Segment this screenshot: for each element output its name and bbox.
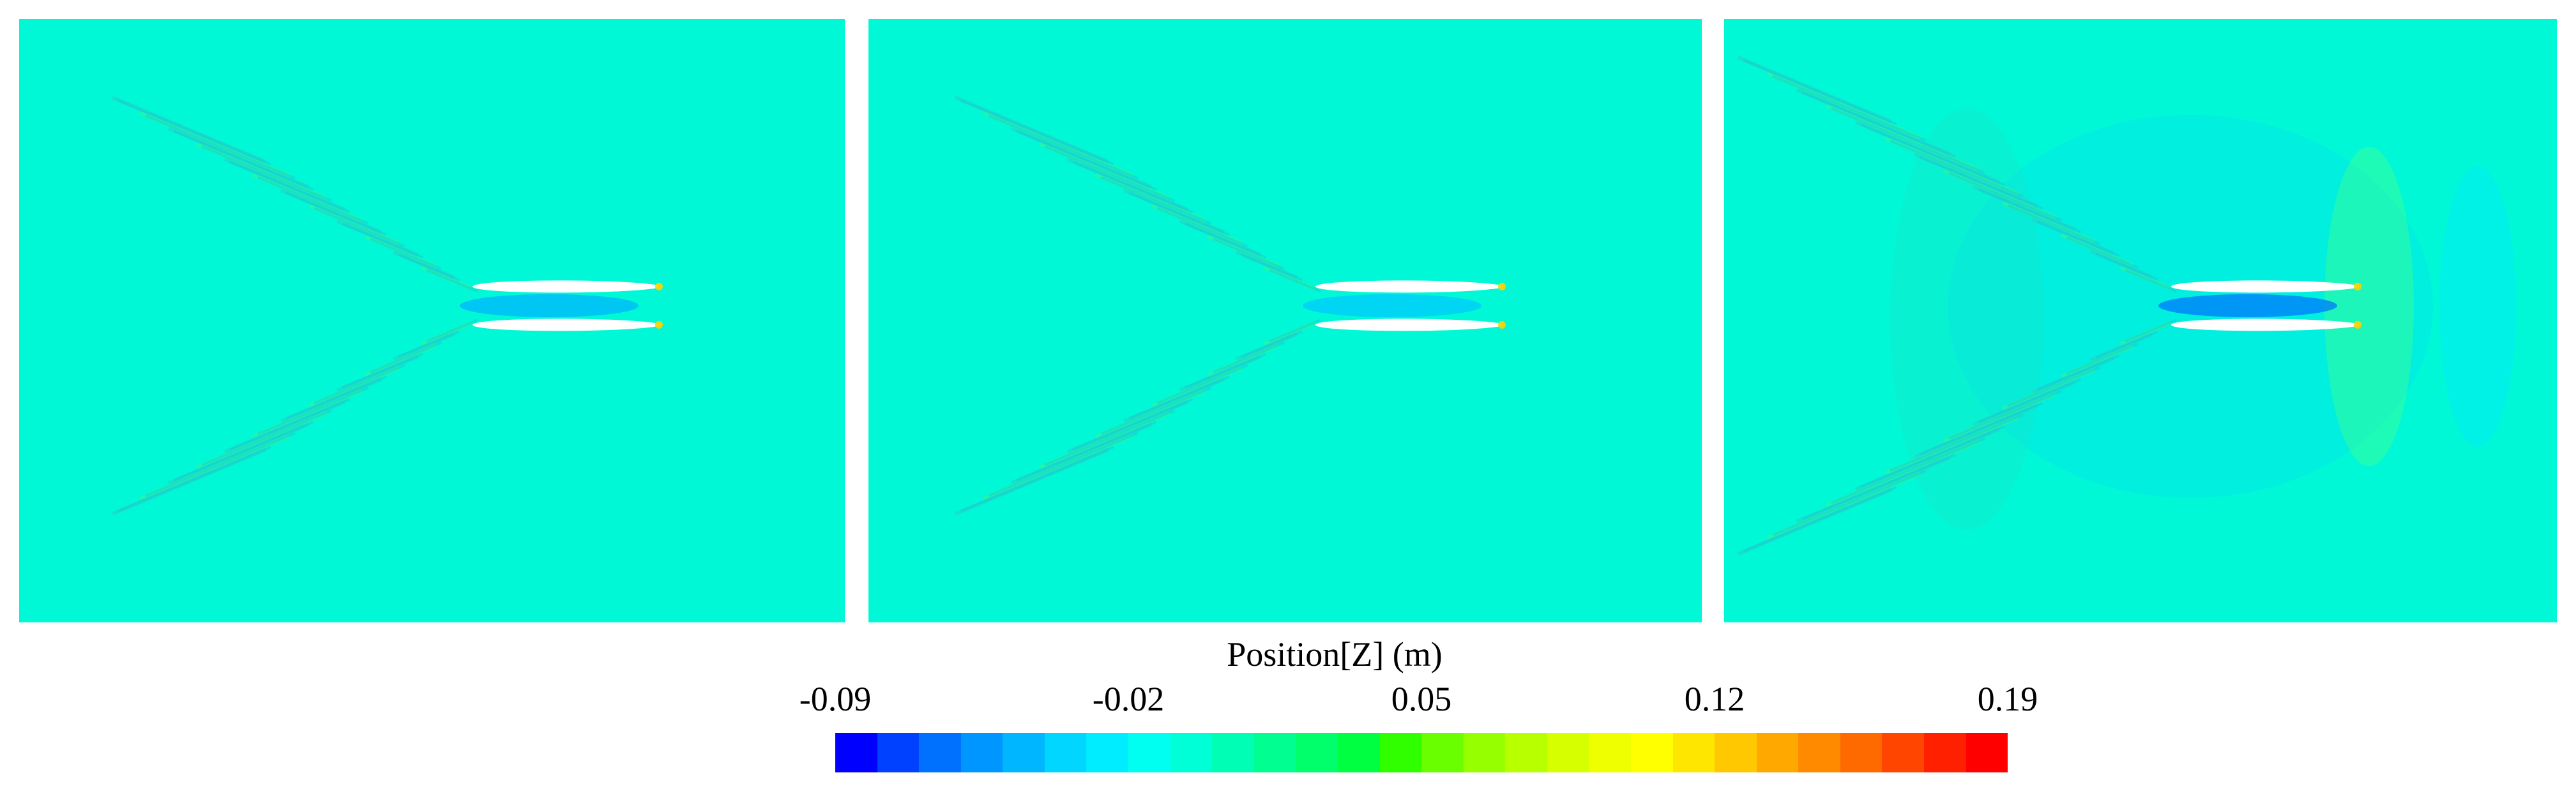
- colorbar-tick-label: -0.09: [799, 680, 872, 718]
- colorbar-cell: [1086, 733, 1129, 772]
- colorbar-cell: [1672, 733, 1715, 772]
- hull-shape: [1315, 280, 1504, 293]
- colorbar-cell: [1589, 733, 1631, 772]
- colorbar-cell: [1463, 733, 1506, 772]
- contour-panel-3: [1724, 19, 2557, 622]
- colorbar-tick-label: 0.12: [1684, 680, 1745, 718]
- hull-shape: [2171, 280, 2360, 293]
- contour-field: [111, 95, 663, 516]
- colorbar-cell: [1505, 733, 1547, 772]
- colorbar: [835, 733, 2008, 772]
- hull-shape: [473, 280, 661, 293]
- contour-panel-1: [19, 19, 845, 622]
- colorbar-cell: [1756, 733, 1799, 772]
- colorbar-cell: [877, 733, 920, 772]
- contour-panel-2: [868, 19, 1702, 622]
- colorbar-tick-label: 0.05: [1391, 680, 1452, 718]
- colorbar-cell: [1170, 733, 1213, 772]
- colorbar-cell: [835, 733, 877, 772]
- colorbar-cell: [1715, 733, 1757, 772]
- hull-shape: [2171, 319, 2360, 331]
- colorbar-cell: [1254, 733, 1296, 772]
- colorbar-tick-label: 0.19: [1977, 680, 2038, 718]
- colorbar-cell: [1924, 733, 1966, 772]
- hull-shape: [473, 319, 661, 331]
- colorbar-cell: [1630, 733, 1673, 772]
- colorbar-cell: [1966, 733, 2008, 772]
- colorbar-cell: [1128, 733, 1171, 772]
- colorbar-cell: [1882, 733, 1925, 772]
- colorbar-tick-label: -0.02: [1092, 680, 1165, 718]
- colorbar-cell: [1337, 733, 1380, 772]
- colorbar-title: Position[Z] (m): [1227, 635, 1443, 673]
- colorbar-cell: [1798, 733, 1840, 772]
- colorbar-cell: [1421, 733, 1464, 772]
- colorbar-cell: [1547, 733, 1589, 772]
- colorbar-cell: [1212, 733, 1254, 772]
- colorbar-cell: [1296, 733, 1338, 772]
- hull-shape: [1315, 319, 1504, 331]
- colorbar-cell: [1379, 733, 1422, 772]
- colorbar-cell: [1003, 733, 1045, 772]
- colorbar-cell: [919, 733, 961, 772]
- contour-field: [1737, 56, 2516, 556]
- colorbar-cell: [1840, 733, 1883, 772]
- colorbar-cell: [1044, 733, 1087, 772]
- contour-field: [954, 95, 1506, 516]
- colorbar-cell: [960, 733, 1003, 772]
